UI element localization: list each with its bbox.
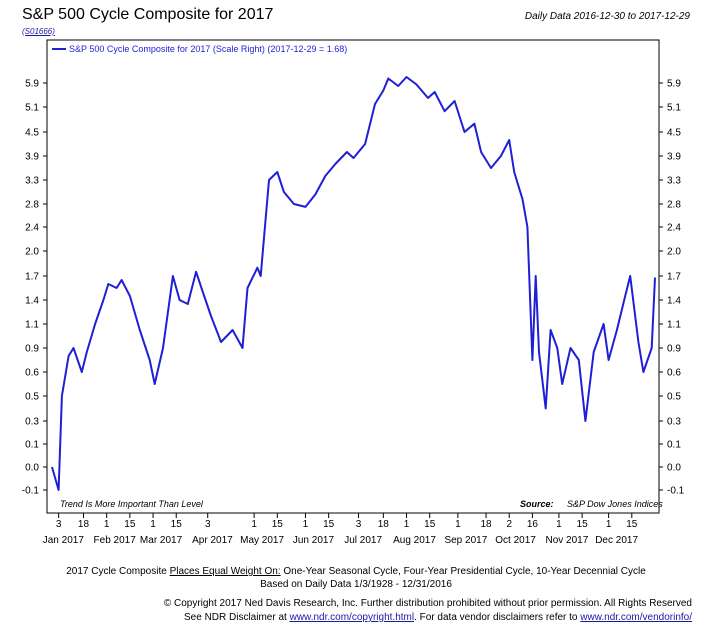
x-month-label: Oct 2017 [495,535,536,546]
y-tick-label-left: 3.3 [25,176,39,187]
legend-label: S&P 500 Cycle Composite for 2017 (Scale … [69,44,347,54]
y-tick-label-left: 2.4 [25,223,39,234]
y-tick-label-left: 0.5 [25,392,39,403]
legend: S&P 500 Cycle Composite for 2017 (Scale … [52,44,347,54]
y-tick-label-right: 0.6 [667,368,681,379]
copyright-link[interactable]: www.ndr.com/copyright.html [289,612,415,623]
y-tick-label-right: 2.4 [667,223,681,234]
y-tick-label-left: 1.4 [25,296,39,307]
y-tick-label-left: 1.1 [25,320,39,331]
y-tick-label-right: 0.1 [667,440,681,451]
x-day-tick-label: 15 [323,519,335,530]
x-month-label: Jul 2017 [344,535,382,546]
y-tick-label-left: 3.9 [25,152,39,163]
x-day-tick-label: 3 [56,519,62,530]
x-month-label: Jan 2017 [43,535,85,546]
x-day-tick-label: 1 [104,519,110,530]
line-chart: S&P 500 Cycle Composite for 2017 (Scale … [22,39,685,546]
chart-title: S&P 500 Cycle Composite for 2017 [22,6,274,23]
trend-annotation: Trend Is More Important Than Level [60,499,204,509]
y-tick-label-right: -0.1 [667,486,685,497]
x-day-tick-label: 15 [424,519,436,530]
disclaimer-mid: . For data vendor disclaimers refer to [414,612,581,623]
footer-disclaimer: See NDR Disclaimer at www.ndr.com/copyri… [184,612,692,623]
x-month-label: Sep 2017 [444,535,487,546]
vendorinfo-link[interactable]: www.ndr.com/vendorinfo/ [580,612,692,623]
x-day-tick-label: 18 [78,519,90,530]
x-day-tick-label: 1 [251,519,257,530]
x-day-tick-label: 15 [626,519,638,530]
x-axis: 3 18 1 15 1 15 3 1 15 1 15 3 18 1 15 1 18 2 16 1 15 1 15 Jan 20… [43,513,638,546]
x-day-tick-label: 3 [356,519,362,530]
x-month-label: Aug 2017 [393,535,436,546]
x-day-tick-label: 15 [171,519,183,530]
y-tick-label-right: 0.3 [667,417,681,428]
y-tick-label-left: 0.0 [25,463,39,474]
y-tick-label-right: 3.3 [667,176,681,187]
y-tick-label-right: 2.8 [667,200,681,211]
series-line-cycle-composite [51,76,656,491]
x-day-tick-label: 1 [150,519,156,530]
x-day-tick-label: 2 [506,519,512,530]
x-day-tick-label: 18 [480,519,492,530]
footer-line1-suffix: One-Year Seasonal Cycle, Four-Year Presi… [280,566,646,577]
y-tick-label-left: 5.1 [25,103,39,114]
y-tick-label-right: 0.5 [667,392,681,403]
x-day-tick-label: 15 [577,519,589,530]
x-month-label: Dec 2017 [595,535,638,546]
y-tick-label-right: 5.9 [667,79,681,90]
y-tick-label-right: 1.4 [667,296,681,307]
source-text: S&P Dow Jones Indices [567,499,663,509]
series-code-link[interactable]: (S01666) [22,27,55,36]
y-tick-label-right: 0.9 [667,344,681,355]
date-range-label: Daily Data 2016-12-30 to 2017-12-29 [524,11,690,22]
footer-weighting-note: 2017 Cycle Composite Places Equal Weight… [0,566,712,577]
x-month-label: Jun 2017 [293,535,335,546]
x-month-label: Apr 2017 [192,535,233,546]
footer-line1-prefix: 2017 Cycle Composite [66,566,170,577]
y-tick-label-left: 0.3 [25,417,39,428]
x-month-label: May 2017 [240,535,284,546]
x-month-label: Mar 2017 [140,535,183,546]
y-tick-label-right: 5.1 [667,103,681,114]
y-tick-label-right: 0.0 [667,463,681,474]
series-layer [51,76,656,491]
y-tick-label-left: 0.6 [25,368,39,379]
x-day-tick-label: 1 [303,519,309,530]
source-label: Source: [520,499,554,509]
y-tick-label-left: 4.5 [25,128,39,139]
y-tick-label-left: 0.1 [25,440,39,451]
y-tick-label-right: 3.9 [667,152,681,163]
y-tick-label-left: 5.9 [25,79,39,90]
y-tick-label-right: 2.0 [667,247,681,258]
x-month-label: Nov 2017 [546,535,589,546]
y-tick-label-left: 2.0 [25,247,39,258]
x-day-tick-label: 1 [404,519,410,530]
y-axis-left: -0.1 0.0 0.1 0.3 0.5 0.6 0.9 1.1 1.4 1.7 2.0 2.4 2.8… [22,79,47,497]
y-tick-label-left: 0.9 [25,344,39,355]
y-axis-right: -0.1 0.0 0.1 0.3 0.5 0.6 0.9 1.1 1.4 1.7 2.0 2.4 2.8… [659,79,685,497]
plot-frame [46,39,660,514]
footer-data-period: Based on Daily Data 1/3/1928 - 12/31/201… [260,579,452,590]
x-day-tick-label: 1 [455,519,461,530]
y-tick-label-right: 1.7 [667,272,681,283]
x-day-tick-label: 3 [205,519,211,530]
y-tick-label-left: 1.7 [25,272,39,283]
footer-line1-underlined: Places Equal Weight On: [169,566,281,577]
x-day-tick-label: 18 [378,519,390,530]
x-day-tick-label: 15 [272,519,284,530]
x-day-tick-label: 1 [556,519,562,530]
x-day-tick-label: 1 [606,519,612,530]
y-tick-label-left: -0.1 [22,486,40,497]
x-day-tick-label: 15 [124,519,136,530]
footer-copyright: © Copyright 2017 Ned Davis Research, Inc… [163,598,692,609]
y-tick-label-right: 1.1 [667,320,681,331]
x-day-tick-label: 16 [527,519,539,530]
y-tick-label-left: 2.8 [25,200,39,211]
x-month-label: Feb 2017 [94,535,137,546]
disclaimer-prefix: See NDR Disclaimer at [184,612,290,623]
y-tick-label-right: 4.5 [667,128,681,139]
